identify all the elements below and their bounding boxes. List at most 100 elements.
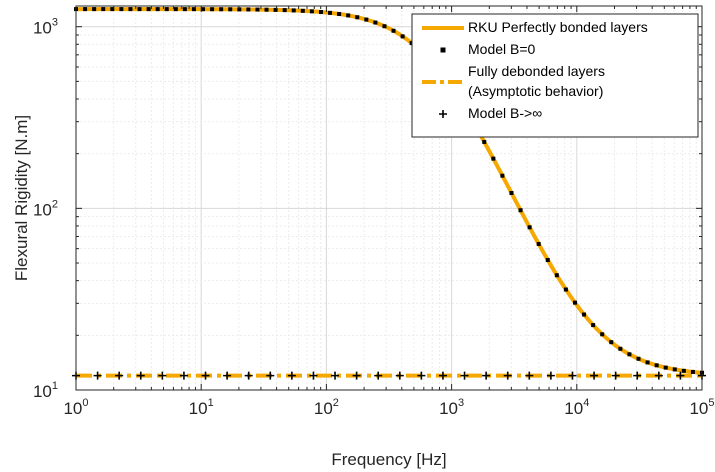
series-1-marker [228, 7, 233, 12]
y-tick-label-exponent: 1 [52, 380, 58, 392]
series-3-marker [633, 371, 642, 380]
series-3-marker [417, 371, 426, 380]
series-1-marker [328, 10, 333, 15]
series-1-marker [681, 368, 686, 373]
series-1-marker [346, 13, 351, 18]
series-1-marker [672, 367, 677, 372]
series-1-marker [645, 360, 650, 365]
series-1-marker [309, 9, 314, 14]
y-tick-label: 102 [33, 198, 58, 219]
legend-label-1: Model B=0 [468, 41, 536, 57]
x-axis-label: Frequency [Hz] [331, 450, 446, 469]
series-1-marker [101, 7, 106, 12]
series-3-marker [482, 371, 491, 380]
series-1-marker [83, 7, 88, 12]
series-1-marker [373, 20, 378, 25]
series-1-marker [92, 7, 97, 12]
series-1-marker [210, 7, 215, 12]
legend-box [411, 13, 699, 138]
series-1-marker [146, 7, 151, 12]
series-1-marker [400, 34, 405, 39]
x-tick-label: 105 [689, 397, 714, 418]
series-3-marker [201, 371, 210, 380]
series-3-marker [568, 371, 577, 380]
series-3-marker [460, 371, 469, 380]
plot-frame [75, 5, 703, 391]
series-1-marker [572, 300, 577, 305]
series-1-marker [636, 356, 641, 361]
series-1-marker [654, 363, 659, 368]
series-1-marker [219, 7, 224, 12]
legend-label-0: RKU Perfectly bonded layers [468, 19, 648, 35]
series-1-marker [191, 7, 196, 12]
series-1-marker [500, 173, 505, 178]
series-1-marker [690, 369, 695, 374]
series-1-marker [663, 365, 668, 370]
series-1-marker [600, 332, 605, 337]
series-3-marker [374, 371, 383, 380]
legend-label-2: Fully debonded layers [468, 63, 605, 79]
series-1-marker [609, 340, 614, 345]
legend-symbol-1 [440, 47, 446, 53]
series-3-marker [287, 371, 296, 380]
x-tick-label: 102 [314, 397, 339, 418]
series-1-marker [563, 287, 568, 292]
x-tick-label-base: 10 [564, 399, 583, 418]
x-tick-label: 101 [189, 397, 214, 418]
x-tick-label-exponent: 0 [82, 397, 88, 409]
series-1-marker [128, 7, 133, 12]
y-tick-label-base: 10 [33, 200, 52, 219]
series-3-marker [136, 371, 145, 380]
series-3-marker [266, 371, 275, 380]
series-1-marker [491, 156, 496, 161]
series-0-line [75, 7, 703, 375]
series-3-marker [115, 371, 124, 380]
series-1-marker [282, 8, 287, 13]
series-1-marker [110, 7, 115, 12]
series-1-marker [246, 7, 251, 12]
series-1-marker [300, 8, 305, 13]
x-tick-label-base: 10 [314, 399, 333, 418]
x-tick-label: 100 [63, 397, 88, 418]
series-3-marker [676, 371, 685, 380]
series-1-marker [618, 346, 623, 351]
series-1-marker [482, 139, 487, 144]
series-1-marker [291, 8, 296, 13]
legend-symbol-3 [439, 110, 447, 118]
series-3-marker [352, 371, 361, 380]
series-1-marker [119, 7, 124, 12]
series-1-marker [545, 257, 550, 262]
series-1-marker [201, 7, 206, 12]
series-1-marker [137, 7, 142, 12]
series-3-marker [309, 371, 318, 380]
series-1-marker [536, 241, 541, 246]
series-1-marker [554, 273, 559, 278]
series-1-marker [155, 7, 160, 12]
series-1-marker [518, 208, 523, 213]
series-3-marker [503, 371, 512, 380]
series-1-marker [627, 352, 632, 357]
series-1-marker [173, 7, 178, 12]
x-tick-label-base: 10 [439, 399, 458, 418]
y-tick-label-base: 10 [33, 19, 52, 38]
series-1-marker [591, 323, 596, 328]
y-tick-label: 101 [33, 380, 58, 401]
series-1-marker [273, 7, 278, 12]
x-tick-label: 104 [564, 397, 589, 418]
series-1-marker [582, 312, 587, 317]
series-1-marker [509, 190, 514, 195]
y-tick-label-exponent: 3 [52, 17, 58, 29]
x-tick-label-exponent: 5 [708, 397, 714, 409]
series-3-marker [438, 371, 447, 380]
series-3-marker [611, 371, 620, 380]
series-1-marker [337, 11, 342, 16]
series-3-marker [93, 371, 102, 380]
series-1-marker [355, 15, 360, 20]
series-3-marker [331, 371, 340, 380]
series-1-marker [255, 7, 260, 12]
series-3-marker [158, 371, 167, 380]
series-3-marker [244, 371, 253, 380]
y-tick-label-base: 10 [33, 382, 52, 401]
